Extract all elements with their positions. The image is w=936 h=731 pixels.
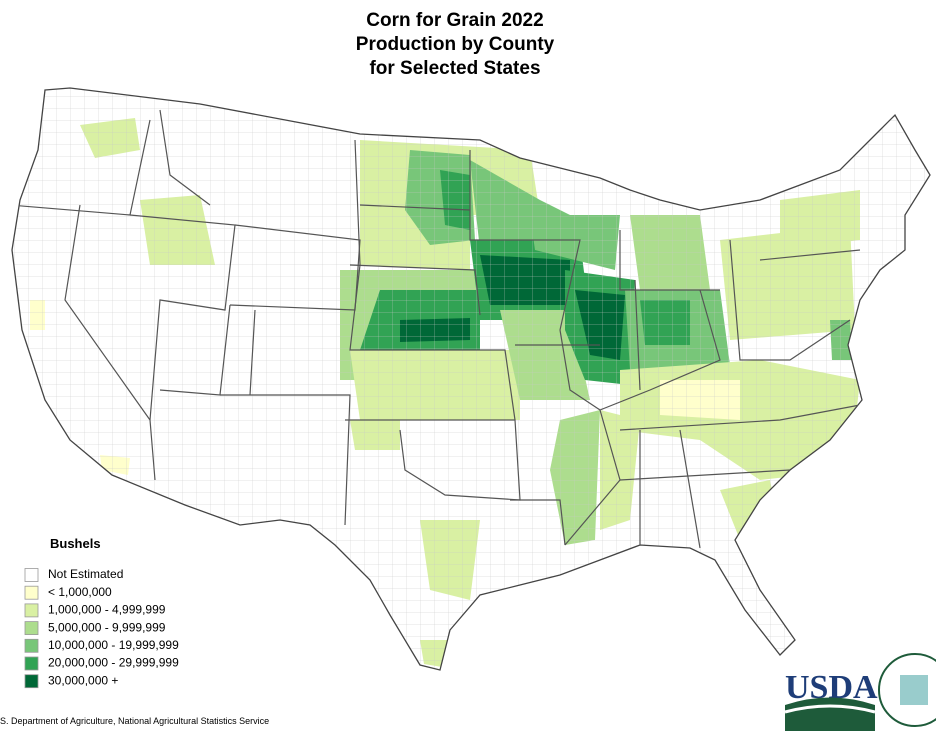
title-line: Production by County (356, 34, 555, 55)
logo-swoosh (785, 697, 875, 731)
legend: Bushels Not Estimated < 1,000,000 1,000,00… (24, 536, 179, 689)
legend-swatch (24, 656, 39, 671)
legend-label: 10,000,000 - 19,999,999 (48, 638, 179, 652)
legend-label: < 1,000,000 (48, 585, 112, 599)
legend-swatch (24, 585, 39, 600)
title-line: for Selected States (369, 58, 540, 79)
usda-logo: USDA (784, 653, 936, 731)
legend-swatch (24, 674, 39, 689)
legend-swatch (24, 638, 39, 653)
legend-swatch (24, 621, 39, 635)
legend-label: 20,000,000 - 29,999,999 (48, 656, 179, 670)
title-line: Corn for Grain 2022 (366, 10, 543, 31)
legend-label: 30,000,000 + (48, 673, 118, 687)
source-note: S. Department of Agriculture, National A… (0, 716, 269, 726)
logo-seal-image (900, 675, 928, 705)
legend-label: Not Estimated (48, 567, 123, 581)
state-borders (12, 109, 861, 549)
legend-label: 5,000,000 - 9,999,999 (48, 620, 166, 634)
legend-label: 1,000,000 - 4,999,999 (48, 603, 166, 617)
legend-title: Bushels (50, 536, 101, 551)
legend-swatch (24, 568, 39, 582)
legend-swatch (24, 603, 39, 618)
